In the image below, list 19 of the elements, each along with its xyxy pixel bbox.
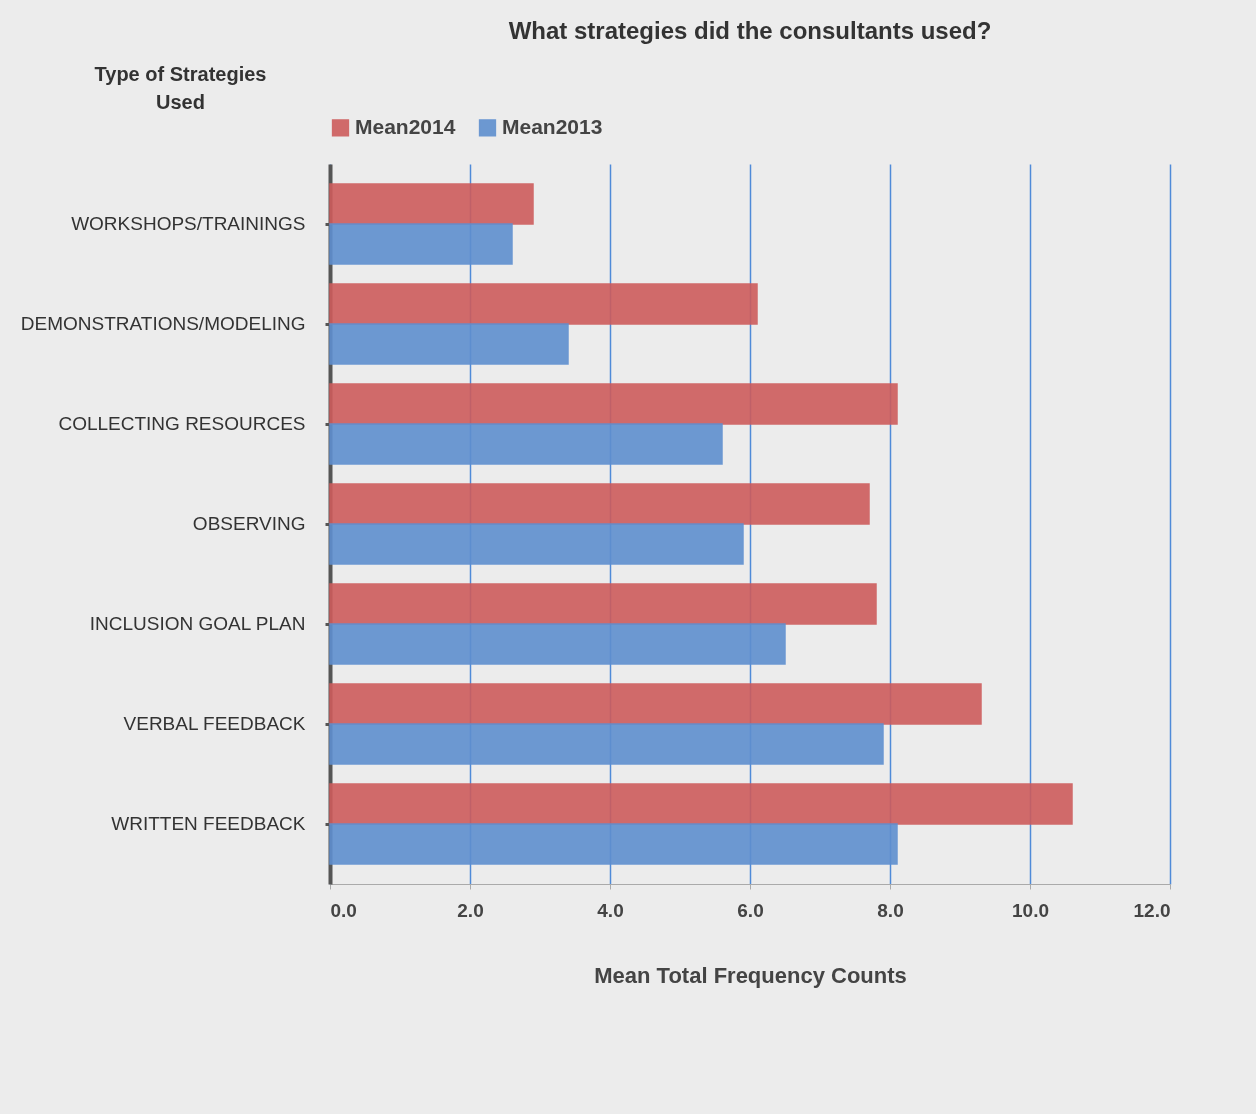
- x-tick-label: 10.0: [1012, 899, 1049, 921]
- legend-label: Mean2013: [502, 114, 603, 138]
- y-tick-label: WRITTEN FEEDBACK: [111, 813, 306, 834]
- x-tick-label: 12.0: [1133, 899, 1171, 921]
- y-tick-label: WORKSHOPS/TRAININGS: [71, 213, 306, 234]
- x-tick-label: 6.0: [737, 899, 764, 921]
- legend-label: Mean2014: [355, 114, 456, 138]
- y-tick-label: DEMONSTRATIONS/MODELING: [20, 313, 306, 334]
- x-tick-label: 2.0: [457, 899, 484, 921]
- y-tick-label: VERBAL FEEDBACK: [123, 713, 306, 734]
- y-tick-label: COLLECTING RESOURCES: [58, 413, 306, 434]
- y-axis-title: Type of Strategies Used: [94, 62, 267, 113]
- x-tick-label: 0.0: [330, 899, 357, 921]
- x-axis-title: Mean Total Frequency Counts: [594, 962, 907, 988]
- y-tick-label: INCLUSION GOAL PLAN: [89, 613, 306, 634]
- y-tick-label: OBSERVING: [192, 513, 306, 534]
- x-tick-label: 4.0: [597, 899, 624, 921]
- chart-title: What strategies did the consultants used?: [508, 17, 992, 44]
- x-tick-label: 8.0: [877, 899, 904, 921]
